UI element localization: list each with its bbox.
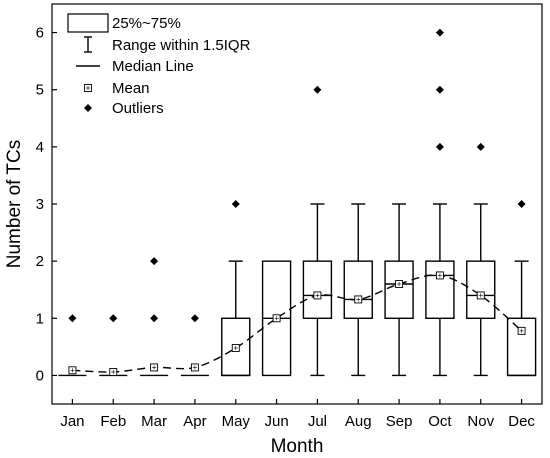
x-tick-label: May — [222, 413, 251, 430]
outlier-point — [109, 314, 118, 323]
x-axis-ticks: Jan Feb Mar Apr May Jun Jul Aug Sep Oct Nov Dec — [60, 399, 535, 430]
x-tick-label: Oct — [428, 413, 452, 430]
legend-label-median: Median Line — [112, 58, 194, 75]
mean-marker — [150, 363, 159, 372]
box-nov — [466, 203, 496, 377]
x-tick-label: Sep — [386, 413, 413, 430]
x-tick-label: Jun — [264, 413, 288, 430]
x-tick-label: Mar — [141, 413, 167, 430]
box-aug — [343, 203, 373, 377]
y-axis-ticks: 0 1 2 3 4 5 6 — [36, 25, 57, 384]
box-may — [221, 260, 251, 377]
y-tick-label: 1 — [36, 310, 44, 327]
box-series — [58, 203, 537, 377]
x-tick-label: Dec — [508, 413, 535, 430]
mean-marker — [68, 366, 77, 375]
box-jul — [302, 203, 333, 377]
legend-label-whisker: Range within 1.5IQR — [112, 37, 251, 54]
mean-marker — [231, 344, 240, 352]
x-tick-label: Aug — [345, 413, 372, 430]
iqr-box — [343, 260, 373, 319]
x-tick-label: Jul — [308, 413, 327, 430]
iqr-box — [506, 317, 537, 377]
x-tick-label: Feb — [100, 413, 126, 430]
y-tick-label: 4 — [36, 139, 44, 156]
iqr-box — [425, 260, 455, 319]
outlier-point — [150, 314, 159, 323]
y-tick-label: 6 — [36, 25, 44, 42]
mean-markers — [68, 271, 526, 376]
box-oct — [425, 203, 455, 377]
legend-mean-symbol — [84, 84, 92, 92]
legend-whisker-symbol — [84, 36, 92, 53]
x-tick-label: Nov — [467, 413, 494, 430]
y-tick-label: 0 — [36, 367, 44, 384]
mean-marker — [190, 363, 199, 372]
x-tick-label: Apr — [183, 413, 206, 430]
y-axis-label: Number of TCs — [4, 140, 25, 268]
x-tick-label: Jan — [60, 413, 84, 430]
mean-marker — [272, 314, 281, 323]
box-sep — [384, 203, 414, 377]
mean-marker — [476, 291, 485, 300]
outlier-point — [435, 142, 444, 151]
legend-box-swatch — [67, 13, 109, 33]
legend-outlier-symbol — [84, 104, 92, 112]
mean-marker — [109, 368, 118, 376]
outlier-point — [190, 314, 199, 323]
y-tick-label: 5 — [36, 82, 44, 99]
mean-marker — [354, 295, 363, 304]
outlier-point — [435, 85, 444, 94]
outlier-point — [150, 257, 159, 266]
outlier-markers — [68, 28, 526, 323]
outlier-point — [517, 200, 526, 208]
mean-marker — [435, 271, 444, 280]
mean-marker — [313, 291, 322, 300]
legend: 25%~75% Range within 1.5IQR Median Line … — [67, 13, 251, 117]
outlier-point — [435, 28, 444, 37]
legend-label-outliers: Outliers — [112, 100, 164, 117]
y-tick-label: 3 — [36, 196, 44, 213]
iqr-box — [384, 260, 414, 319]
outlier-point — [313, 85, 322, 94]
box-dec — [506, 260, 537, 377]
iqr-box — [302, 260, 333, 319]
y-tick-label: 2 — [36, 253, 44, 270]
mean-marker — [395, 280, 404, 288]
outlier-point — [231, 200, 240, 208]
outlier-point — [476, 142, 485, 151]
x-axis-label: Month — [271, 436, 324, 457]
outlier-point — [68, 314, 77, 323]
iqr-box — [466, 260, 496, 319]
legend-label-mean: Mean — [112, 80, 150, 97]
mean-marker — [517, 326, 526, 335]
legend-label-box: 25%~75% — [112, 15, 181, 32]
